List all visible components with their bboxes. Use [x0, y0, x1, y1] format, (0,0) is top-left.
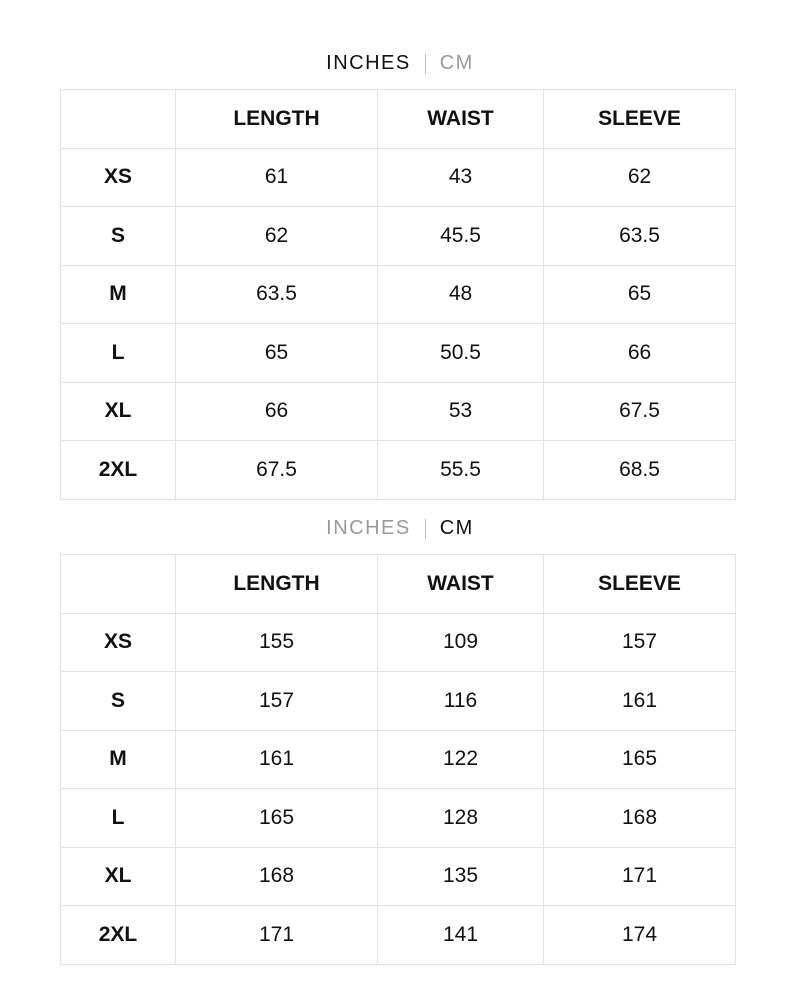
- measurement-cell: 116: [377, 671, 544, 731]
- size-label: 2XL: [60, 440, 176, 500]
- measurement-cell: 109: [377, 612, 544, 672]
- header-row: LENGTH WAIST SLEEVE: [60, 89, 736, 149]
- column-header-length: LENGTH: [175, 89, 378, 149]
- table-row: 2XL 171 141 174: [60, 905, 736, 965]
- measurement-cell: 63.5: [175, 264, 378, 324]
- size-label: L: [60, 323, 176, 383]
- measurement-cell: 141: [377, 905, 544, 965]
- measurement-cell: 155: [175, 612, 378, 672]
- table-row: XS 61 43 62: [60, 147, 736, 207]
- column-header-waist: WAIST: [377, 554, 544, 614]
- table-row: M 63.5 48 65: [60, 264, 736, 324]
- size-label: L: [60, 788, 176, 848]
- measurement-cell: 161: [175, 729, 378, 789]
- size-label: XS: [60, 612, 176, 672]
- size-label: XL: [60, 381, 176, 441]
- unit-option-inches[interactable]: INCHES: [326, 52, 411, 75]
- table-row: S 157 116 161: [60, 671, 736, 731]
- size-label: XL: [60, 846, 176, 906]
- measurement-cell: 62: [543, 147, 736, 207]
- measurement-cell: 67.5: [543, 381, 736, 441]
- measurement-cell: 122: [377, 729, 544, 789]
- measurement-cell: 161: [543, 671, 736, 731]
- measurement-cell: 165: [543, 729, 736, 789]
- header-row: LENGTH WAIST SLEEVE: [60, 554, 736, 614]
- measurement-cell: 48: [377, 264, 544, 324]
- measurement-cell: 68.5: [543, 440, 736, 500]
- table-row: 2XL 67.5 55.5 68.5: [60, 440, 736, 500]
- measurement-cell: 174: [543, 905, 736, 965]
- header-corner: [60, 554, 176, 614]
- column-header-length: LENGTH: [175, 554, 378, 614]
- measurement-cell: 63.5: [543, 206, 736, 266]
- measurement-cell: 157: [175, 671, 378, 731]
- table-row: L 65 50.5 66: [60, 323, 736, 383]
- measurement-cell: 171: [543, 846, 736, 906]
- size-label: XS: [60, 147, 176, 207]
- unit-divider: [424, 53, 426, 74]
- table-row: XS 155 109 157: [60, 612, 736, 672]
- measurement-cell: 135: [377, 846, 544, 906]
- measurement-cell: 61: [175, 147, 378, 207]
- measurement-cell: 171: [175, 905, 378, 965]
- measurement-cell: 165: [175, 788, 378, 848]
- measurement-cell: 65: [543, 264, 736, 324]
- table-row: XL 66 53 67.5: [60, 381, 736, 441]
- column-header-waist: WAIST: [377, 89, 544, 149]
- unit-toggle: INCHES CM: [0, 517, 800, 540]
- table-row: M 161 122 165: [60, 729, 736, 789]
- measurement-cell: 62: [175, 206, 378, 266]
- size-label: M: [60, 729, 176, 789]
- unit-option-inches[interactable]: INCHES: [326, 517, 411, 540]
- size-table-cm: LENGTH WAIST SLEEVE XS 155 109 157 S 157 116 161 M 1…: [60, 554, 736, 965]
- unit-option-cm[interactable]: CM: [439, 52, 474, 75]
- measurement-cell: 157: [543, 612, 736, 672]
- unit-toggle: INCHES CM: [0, 52, 800, 75]
- measurement-cell: 50.5: [377, 323, 544, 383]
- table-row: XL 168 135 171: [60, 846, 736, 906]
- unit-divider: [424, 518, 426, 539]
- measurement-cell: 128: [377, 788, 544, 848]
- measurement-cell: 66: [543, 323, 736, 383]
- column-header-sleeve: SLEEVE: [543, 554, 736, 614]
- measurement-cell: 45.5: [377, 206, 544, 266]
- unit-option-cm[interactable]: CM: [439, 517, 474, 540]
- measurement-cell: 66: [175, 381, 378, 441]
- measurement-cell: 67.5: [175, 440, 378, 500]
- size-table-inches: LENGTH WAIST SLEEVE XS 61 43 62 S 62 45.5 63.5 M 63.…: [60, 89, 736, 500]
- measurement-cell: 168: [175, 846, 378, 906]
- column-header-sleeve: SLEEVE: [543, 89, 736, 149]
- measurement-cell: 168: [543, 788, 736, 848]
- measurement-cell: 65: [175, 323, 378, 383]
- size-label: 2XL: [60, 905, 176, 965]
- size-label: S: [60, 671, 176, 731]
- header-corner: [60, 89, 176, 149]
- table-row: S 62 45.5 63.5: [60, 206, 736, 266]
- table-row: L 165 128 168: [60, 788, 736, 848]
- measurement-cell: 55.5: [377, 440, 544, 500]
- size-label: M: [60, 264, 176, 324]
- measurement-cell: 43: [377, 147, 544, 207]
- size-label: S: [60, 206, 176, 266]
- measurement-cell: 53: [377, 381, 544, 441]
